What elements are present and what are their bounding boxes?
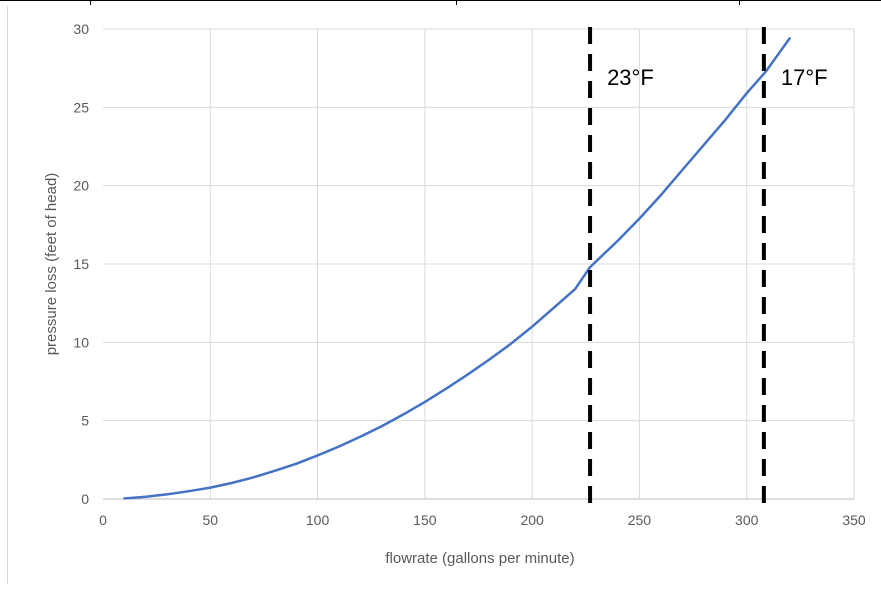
- y-tick-label: 25: [73, 99, 89, 115]
- x-tick-label: 350: [842, 512, 866, 528]
- y-axis-label: pressure loss (feet of head): [43, 173, 60, 356]
- x-tick-label: 0: [99, 512, 107, 528]
- y-tick-label: 10: [73, 334, 89, 350]
- x-tick-label: 250: [628, 512, 652, 528]
- series-line: [123, 37, 791, 500]
- x-axis-label: flowrate (gallons per minute): [385, 550, 574, 567]
- frame-divider-tick: [456, 0, 457, 5]
- reference-lines: 23°F 17°F: [588, 27, 828, 512]
- x-tick-label: 200: [520, 512, 544, 528]
- x-tick-label: 50: [202, 512, 218, 528]
- frame-divider-tick: [739, 0, 740, 5]
- threshold-label: 17°F: [781, 65, 828, 90]
- x-tick-label: 150: [413, 512, 437, 528]
- y-tick-label: 15: [73, 256, 89, 272]
- y-tick-label: 0: [81, 491, 89, 507]
- gridlines: [103, 28, 855, 500]
- frame-divider-tick: [90, 0, 91, 5]
- threshold-label: 23°F: [607, 65, 654, 90]
- y-axis-ticks: 0 5 10 15 20 25 30: [73, 21, 89, 507]
- y-tick-label: 5: [81, 413, 89, 429]
- series-group: [123, 37, 791, 500]
- y-tick-label: 30: [73, 21, 89, 37]
- y-tick-label: 20: [73, 178, 89, 194]
- x-tick-label: 100: [306, 512, 330, 528]
- frame-left-border: [7, 6, 8, 584]
- x-tick-label: 300: [735, 512, 759, 528]
- frame-top-border: [0, 0, 881, 1]
- x-axis-ticks: 0 50 100 150 200 250 300 350: [99, 512, 866, 528]
